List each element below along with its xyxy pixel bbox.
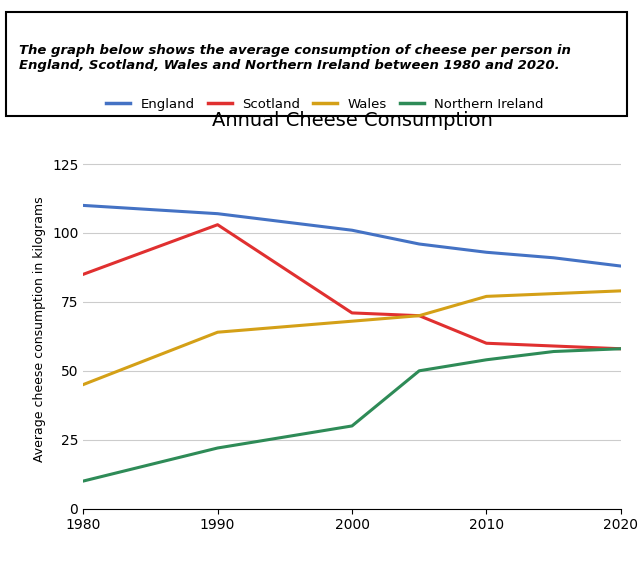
Line: Scotland: Scotland	[83, 225, 621, 349]
Line: Wales: Wales	[83, 291, 621, 384]
Text: Annual Cheese Consumption: Annual Cheese Consumption	[212, 111, 492, 130]
England	[79, 202, 87, 209]
Line: England: England	[83, 205, 621, 266]
Scotland	[79, 271, 87, 278]
Wales	[214, 329, 221, 336]
Wales	[617, 287, 625, 294]
Northern Ireland	[79, 477, 87, 484]
Scotland	[483, 340, 490, 347]
England	[348, 227, 356, 234]
England	[415, 240, 423, 247]
Y-axis label: Average cheese consumption in kilograms: Average cheese consumption in kilograms	[33, 197, 47, 462]
Wales	[348, 318, 356, 325]
Northern Ireland	[550, 348, 557, 355]
Legend: England, Scotland, Wales, Northern Ireland: England, Scotland, Wales, Northern Irela…	[101, 92, 549, 116]
Scotland	[348, 309, 356, 316]
Northern Ireland	[415, 368, 423, 375]
Northern Ireland	[214, 444, 221, 451]
Text: The graph below shows the average consumption of cheese per person in England, S: The graph below shows the average consum…	[19, 45, 571, 72]
Scotland	[415, 312, 423, 319]
Northern Ireland	[483, 356, 490, 363]
England	[550, 254, 557, 261]
Wales	[550, 290, 557, 297]
Scotland	[617, 345, 625, 352]
FancyBboxPatch shape	[6, 12, 627, 116]
Scotland	[550, 343, 557, 350]
Northern Ireland	[348, 423, 356, 429]
England	[214, 210, 221, 217]
Line: Northern Ireland: Northern Ireland	[83, 349, 621, 481]
Scotland	[214, 221, 221, 228]
England	[483, 249, 490, 255]
England	[617, 262, 625, 269]
Wales	[483, 293, 490, 300]
Wales	[415, 312, 423, 319]
Wales	[79, 381, 87, 388]
Northern Ireland	[617, 345, 625, 352]
